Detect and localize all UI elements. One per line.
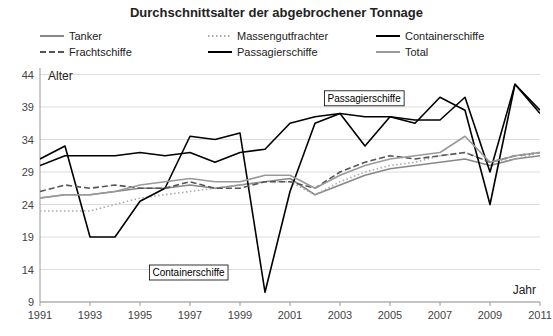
x-axis: 1991 1993 1995 1997 1999 2001 2003 2005 2007 2009…	[28, 302, 552, 321]
annotation-text: Passagierschiffe	[328, 93, 402, 104]
x-tick	[290, 302, 291, 306]
x-tick-label: 2009	[478, 309, 502, 321]
y-tick-label: 24	[22, 199, 34, 211]
legend-label: Massengutfrachter	[237, 30, 328, 42]
x-axis-line	[40, 302, 540, 303]
x-tick-label: 1995	[128, 309, 152, 321]
x-axis-label: Jahr	[513, 283, 536, 297]
legend-item: Tanker	[40, 30, 102, 42]
grid-line	[40, 74, 540, 75]
annotation-text: Containerschiffe	[153, 267, 226, 278]
grid-line	[40, 172, 540, 173]
legend-label: Total	[405, 46, 428, 58]
x-tick-label: 2003	[328, 309, 352, 321]
legend-label: Tanker	[69, 30, 102, 42]
x-tick	[40, 302, 41, 306]
grid-line	[40, 139, 540, 140]
legend-swatch	[208, 35, 232, 37]
x-tick	[490, 302, 491, 306]
x-tick	[240, 302, 241, 306]
grid-line	[40, 107, 540, 108]
chart: Durchschnittsalter der abgebrochener Ton…	[0, 0, 553, 336]
y-tick-label: 29	[22, 166, 34, 178]
legend-swatch	[40, 51, 64, 53]
legend-item: Massengutfrachter	[208, 30, 328, 42]
series-lines	[40, 84, 540, 292]
legend-label: Containerschiffe	[405, 30, 484, 42]
x-tick	[540, 302, 541, 306]
legend-label: Passagierschiffe	[237, 46, 318, 58]
legend: Tanker Massengutfrachter Containerschiffe F…	[40, 30, 484, 58]
legend-swatch	[208, 51, 232, 53]
legend-swatch	[376, 51, 400, 53]
x-tick-label: 2001	[278, 309, 302, 321]
x-tick-label: 1991	[28, 309, 52, 321]
y-tick-label: 44	[22, 69, 34, 81]
series-line	[40, 153, 540, 192]
x-tick-label: 1997	[178, 309, 202, 321]
y-tick-label: 34	[22, 134, 34, 146]
x-tick-label: 1999	[228, 309, 252, 321]
legend-item: Containerschiffe	[376, 30, 484, 42]
y-tick-label: 39	[22, 101, 34, 113]
annotation: Passagierschiffe	[325, 91, 405, 106]
x-tick	[440, 302, 441, 306]
grid-line	[40, 269, 540, 270]
x-tick-label: 2007	[428, 309, 452, 321]
x-tick	[340, 302, 341, 306]
y-axis: 9 14 19 24 29 34 39 44	[22, 68, 40, 308]
grid-line	[40, 204, 540, 205]
annotation-box	[325, 91, 405, 106]
y-tick-label: 14	[22, 264, 34, 276]
y-axis-label: Alter	[48, 69, 73, 83]
series-line	[40, 136, 540, 198]
grid	[40, 75, 540, 303]
series-line	[40, 84, 540, 292]
series-line	[40, 153, 540, 212]
legend-swatch	[376, 35, 400, 37]
annotations: Containerschiffe Passagierschiffe	[150, 91, 405, 280]
x-tick-label: 1993	[78, 309, 102, 321]
legend-item: Passagierschiffe	[208, 46, 318, 58]
x-tick-label: 2011	[528, 309, 552, 321]
annotation: Containerschiffe	[150, 265, 229, 280]
y-tick-label: 9	[28, 296, 34, 308]
x-tick	[190, 302, 191, 306]
legend-item: Frachtschiffe	[40, 46, 132, 58]
x-tick	[390, 302, 391, 306]
y-tick-label: 19	[22, 231, 34, 243]
y-axis-line	[40, 68, 41, 302]
legend-item: Total	[376, 46, 428, 58]
legend-label: Frachtschiffe	[69, 46, 132, 58]
series-line	[40, 84, 540, 204]
annotation-box	[150, 265, 229, 280]
title: Durchschnittsalter der abgebrochener Ton…	[130, 5, 423, 20]
grid-line	[40, 302, 540, 303]
x-tick-label: 2005	[378, 309, 402, 321]
legend-swatch	[40, 35, 64, 37]
x-tick	[140, 302, 141, 306]
x-tick	[90, 302, 91, 306]
